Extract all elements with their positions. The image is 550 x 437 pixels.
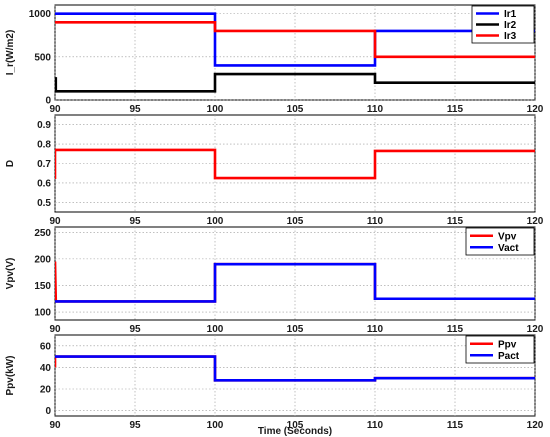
x-tick-label: 110 <box>367 420 384 431</box>
legend-label: Vpv <box>498 231 517 242</box>
legend-label: Ppv <box>498 339 517 350</box>
x-tick-label: 100 <box>207 216 224 227</box>
legend-box <box>465 335 535 364</box>
x-tick-label: 105 <box>287 104 304 115</box>
series-line-ir1 <box>55 12 535 67</box>
x-tick-label: 115 <box>447 420 464 431</box>
series-line-pact <box>55 355 535 382</box>
x-tick-label: 100 <box>207 104 224 115</box>
series-line-vact <box>55 262 535 303</box>
y-tick-label: 0 <box>45 406 51 417</box>
y-tick-label: 60 <box>40 341 52 352</box>
y-tick-label: 250 <box>34 228 51 239</box>
legend-label: Vact <box>498 243 519 254</box>
x-tick-label: 105 <box>287 216 304 227</box>
y-tick-label: 500 <box>34 52 51 63</box>
x-tick-label: 90 <box>49 420 61 431</box>
y-tick-label: 0.7 <box>37 159 51 170</box>
legend-label: Ir2 <box>504 20 517 31</box>
x-tick-label: 115 <box>447 104 464 115</box>
x-tick-label: 95 <box>129 420 141 431</box>
panel-2: 90 95 100 105 110 115 120 0.5 0.6 0.7 0.8 0.9 D <box>5 114 544 227</box>
x-tick-label: 110 <box>367 216 384 227</box>
x-tick-label: 110 <box>367 104 384 115</box>
x-tick-label: 105 <box>287 420 304 431</box>
x-tick-label: 90 <box>49 324 61 335</box>
x-tick-label: 110 <box>367 324 384 335</box>
x-tick-label: 120 <box>527 104 544 115</box>
y-tick-label: 0 <box>45 96 51 107</box>
plot-area <box>54 334 536 417</box>
y-tick-label: 0.9 <box>37 120 51 131</box>
x-tick-label: 100 <box>207 420 224 431</box>
x-tick-label: 90 <box>49 216 61 227</box>
x-tick-label: 95 <box>129 324 141 335</box>
x-tick-label: 120 <box>527 216 544 227</box>
x-tick-label: 95 <box>129 104 141 115</box>
y-tick-label: 0.6 <box>37 178 51 189</box>
y-tick-label: 100 <box>34 308 51 319</box>
x-tick-label: 105 <box>287 324 304 335</box>
legend-label: Pact <box>498 351 520 362</box>
y-tick-label: 0.5 <box>37 198 51 209</box>
x-tick-label: 90 <box>49 104 61 115</box>
x-tick-label: 115 <box>447 324 464 335</box>
series-line-ir3 <box>55 20 535 59</box>
series-line-d <box>55 148 535 180</box>
y-axis-label: I_r(W/m2) <box>5 30 16 76</box>
y-axis-label: D <box>5 160 16 167</box>
x-tick-label: 120 <box>527 324 544 335</box>
y-tick-label: 0.8 <box>37 140 51 151</box>
y-axis-label: Ppv(kW) <box>5 356 16 396</box>
y-tick-label: 150 <box>34 281 51 292</box>
x-axis-label: Time (Seconds) <box>258 426 332 437</box>
x-tick-label: 100 <box>207 324 224 335</box>
plot-area <box>54 4 536 101</box>
legend-box <box>465 227 535 256</box>
x-tick-label: 115 <box>447 216 464 227</box>
panel-3: 90 95 100 105 110 115 120 100 150 200 250 Vpv(V) Vpv… <box>5 226 544 335</box>
x-tick-label: 120 <box>527 420 544 431</box>
y-axis-label: Vpv(V) <box>5 258 16 290</box>
panel-1: 90 95 100 105 110 115 12005001000I_r(W/m2)Ir1I… <box>5 4 544 115</box>
y-tick-label: 20 <box>40 385 52 396</box>
legend-label: Ir3 <box>504 31 517 42</box>
y-tick-label: 1000 <box>29 9 52 20</box>
y-tick-label: 200 <box>34 254 51 265</box>
legend-label: Ir1 <box>504 9 517 20</box>
panel-4: 90 95 100 105 110 115 120 0 20 40 60 Ppv(kW) Time (S… <box>5 334 544 437</box>
series-line-ir2 <box>55 72 535 93</box>
x-tick-label: 95 <box>129 216 141 227</box>
y-tick-label: 40 <box>40 363 52 374</box>
